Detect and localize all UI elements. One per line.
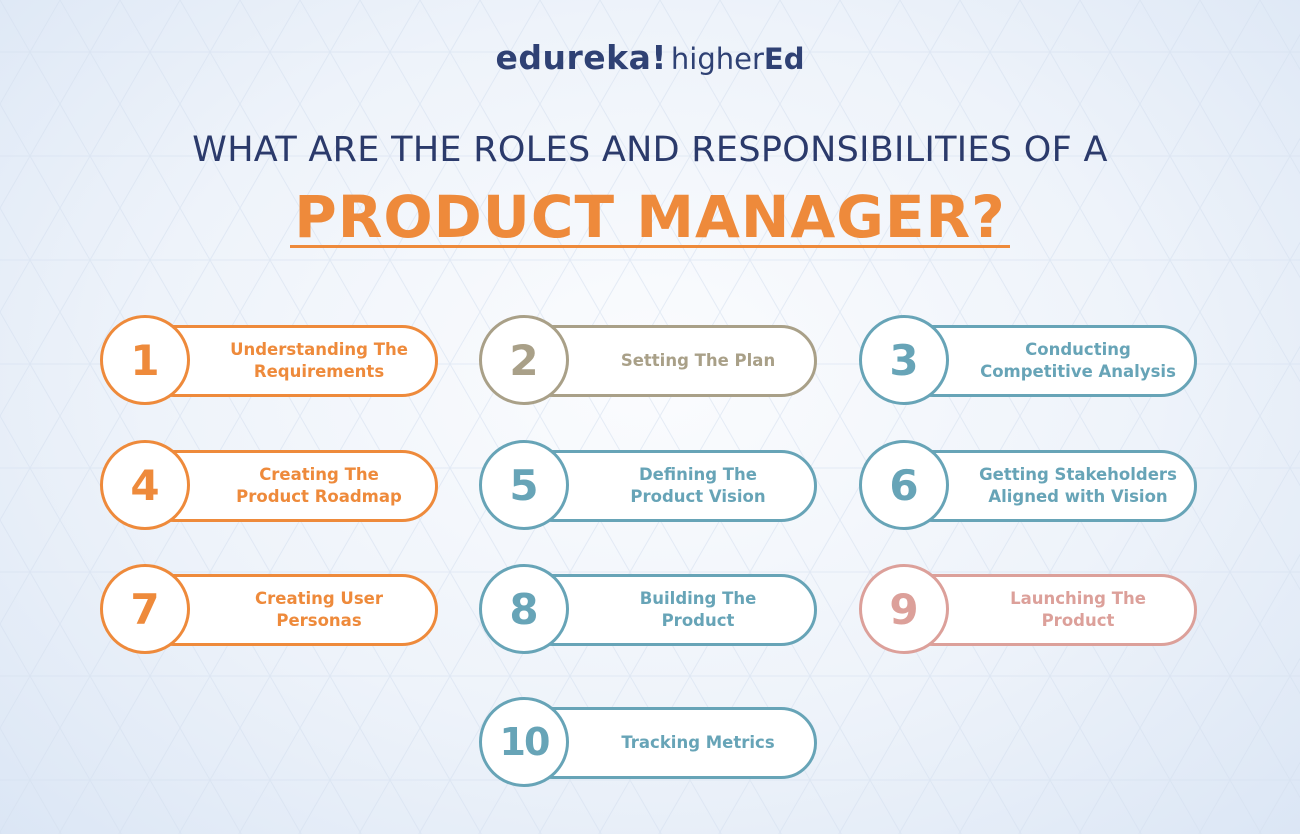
role-pill [517,325,817,397]
role-label: Creating User Personas [200,574,438,646]
role-label-line-2: Product [661,611,735,630]
role-number: 9 [889,584,919,634]
logo-brand: edureka! [495,38,667,77]
logo-sub: higherEd [671,42,805,76]
role-label: Launching The Product [959,574,1197,646]
role-item-8: 8 Building The Product [479,564,821,656]
role-number-circle: 1 [100,315,190,405]
role-label-line-1: Conducting [1025,340,1131,359]
role-number: 6 [889,460,919,510]
role-label-line-1: Understanding The [230,340,408,359]
role-label: Creating The Product Roadmap [200,450,438,522]
role-label-line-2: Personas [276,611,362,630]
role-label: Understanding The Requirements [200,325,438,397]
logo-sub-suffix: Ed [763,42,805,76]
logo-sub-prefix: higher [670,42,764,76]
role-label-line-2: Requirements [253,362,385,381]
role-item-9: 9 Launching The Product [859,564,1201,656]
role-label-line-1: Tracking Metrics [621,733,775,752]
role-item-3: 3 Conducting Competitive Analysis [859,315,1201,407]
role-number-circle: 9 [859,564,949,654]
role-label-line-1: Creating User [255,589,383,608]
role-label-line-2: Competitive Analysis [980,362,1176,381]
title-underline [290,245,1010,248]
role-label: Building The Product [579,574,817,646]
role-label-line-1: Setting The Plan [620,351,776,370]
role-label-line-1: Creating The [259,465,379,484]
role-number-circle: 2 [479,315,569,405]
role-label-line-1: Launching The [1010,589,1146,608]
role-label-line-2: Product Vision [630,487,766,506]
role-label-line-2: Product [1041,611,1115,630]
role-label-line-1: Building The [639,589,757,608]
role-label: Getting Stakeholders Aligned with Vision [959,450,1197,522]
role-number: 3 [889,335,919,385]
role-number: 7 [130,584,160,634]
title-line-2: PRODUCT MANAGER? [294,183,1006,251]
role-item-4: 4 Creating The Product Roadmap [100,440,442,532]
role-number-circle: 10 [479,697,569,787]
role-number-circle: 3 [859,315,949,405]
role-item-5: 5 Defining The Product Vision [479,440,821,532]
role-label: Conducting Competitive Analysis [959,325,1197,397]
role-number-circle: 7 [100,564,190,654]
role-label-line-2: Product Roadmap [236,487,402,506]
role-item-6: 6 Getting Stakeholders Aligned with Vision [859,440,1201,532]
role-item-7: 7 Creating User Personas [100,564,442,656]
role-number: 1 [130,335,160,385]
edureka-logo: edureka! higherEd [0,38,1300,77]
role-number: 10 [499,720,551,764]
title-line-1: WHAT ARE THE ROLES AND RESPONSIBILITIES … [192,130,1108,170]
role-label-line-1: Getting Stakeholders [979,465,1177,484]
role-label-line-2: Aligned with Vision [988,487,1168,506]
role-number-circle: 5 [479,440,569,530]
role-item-10: 10 Tracking Metrics [479,697,821,789]
role-number: 8 [509,584,539,634]
role-number: 5 [509,460,539,510]
role-label-line-1: Defining The [638,465,757,484]
role-number: 2 [509,335,539,385]
role-number-circle: 6 [859,440,949,530]
role-label: Setting The Plan [579,325,817,397]
role-number-circle: 4 [100,440,190,530]
role-item-1: 1 Understanding The Requirements [100,315,442,407]
role-label: Tracking Metrics [579,707,817,779]
role-label: Defining The Product Vision [579,450,817,522]
role-number: 4 [130,460,160,510]
role-item-2: 2 Setting The Plan [479,315,821,407]
role-number-circle: 8 [479,564,569,654]
